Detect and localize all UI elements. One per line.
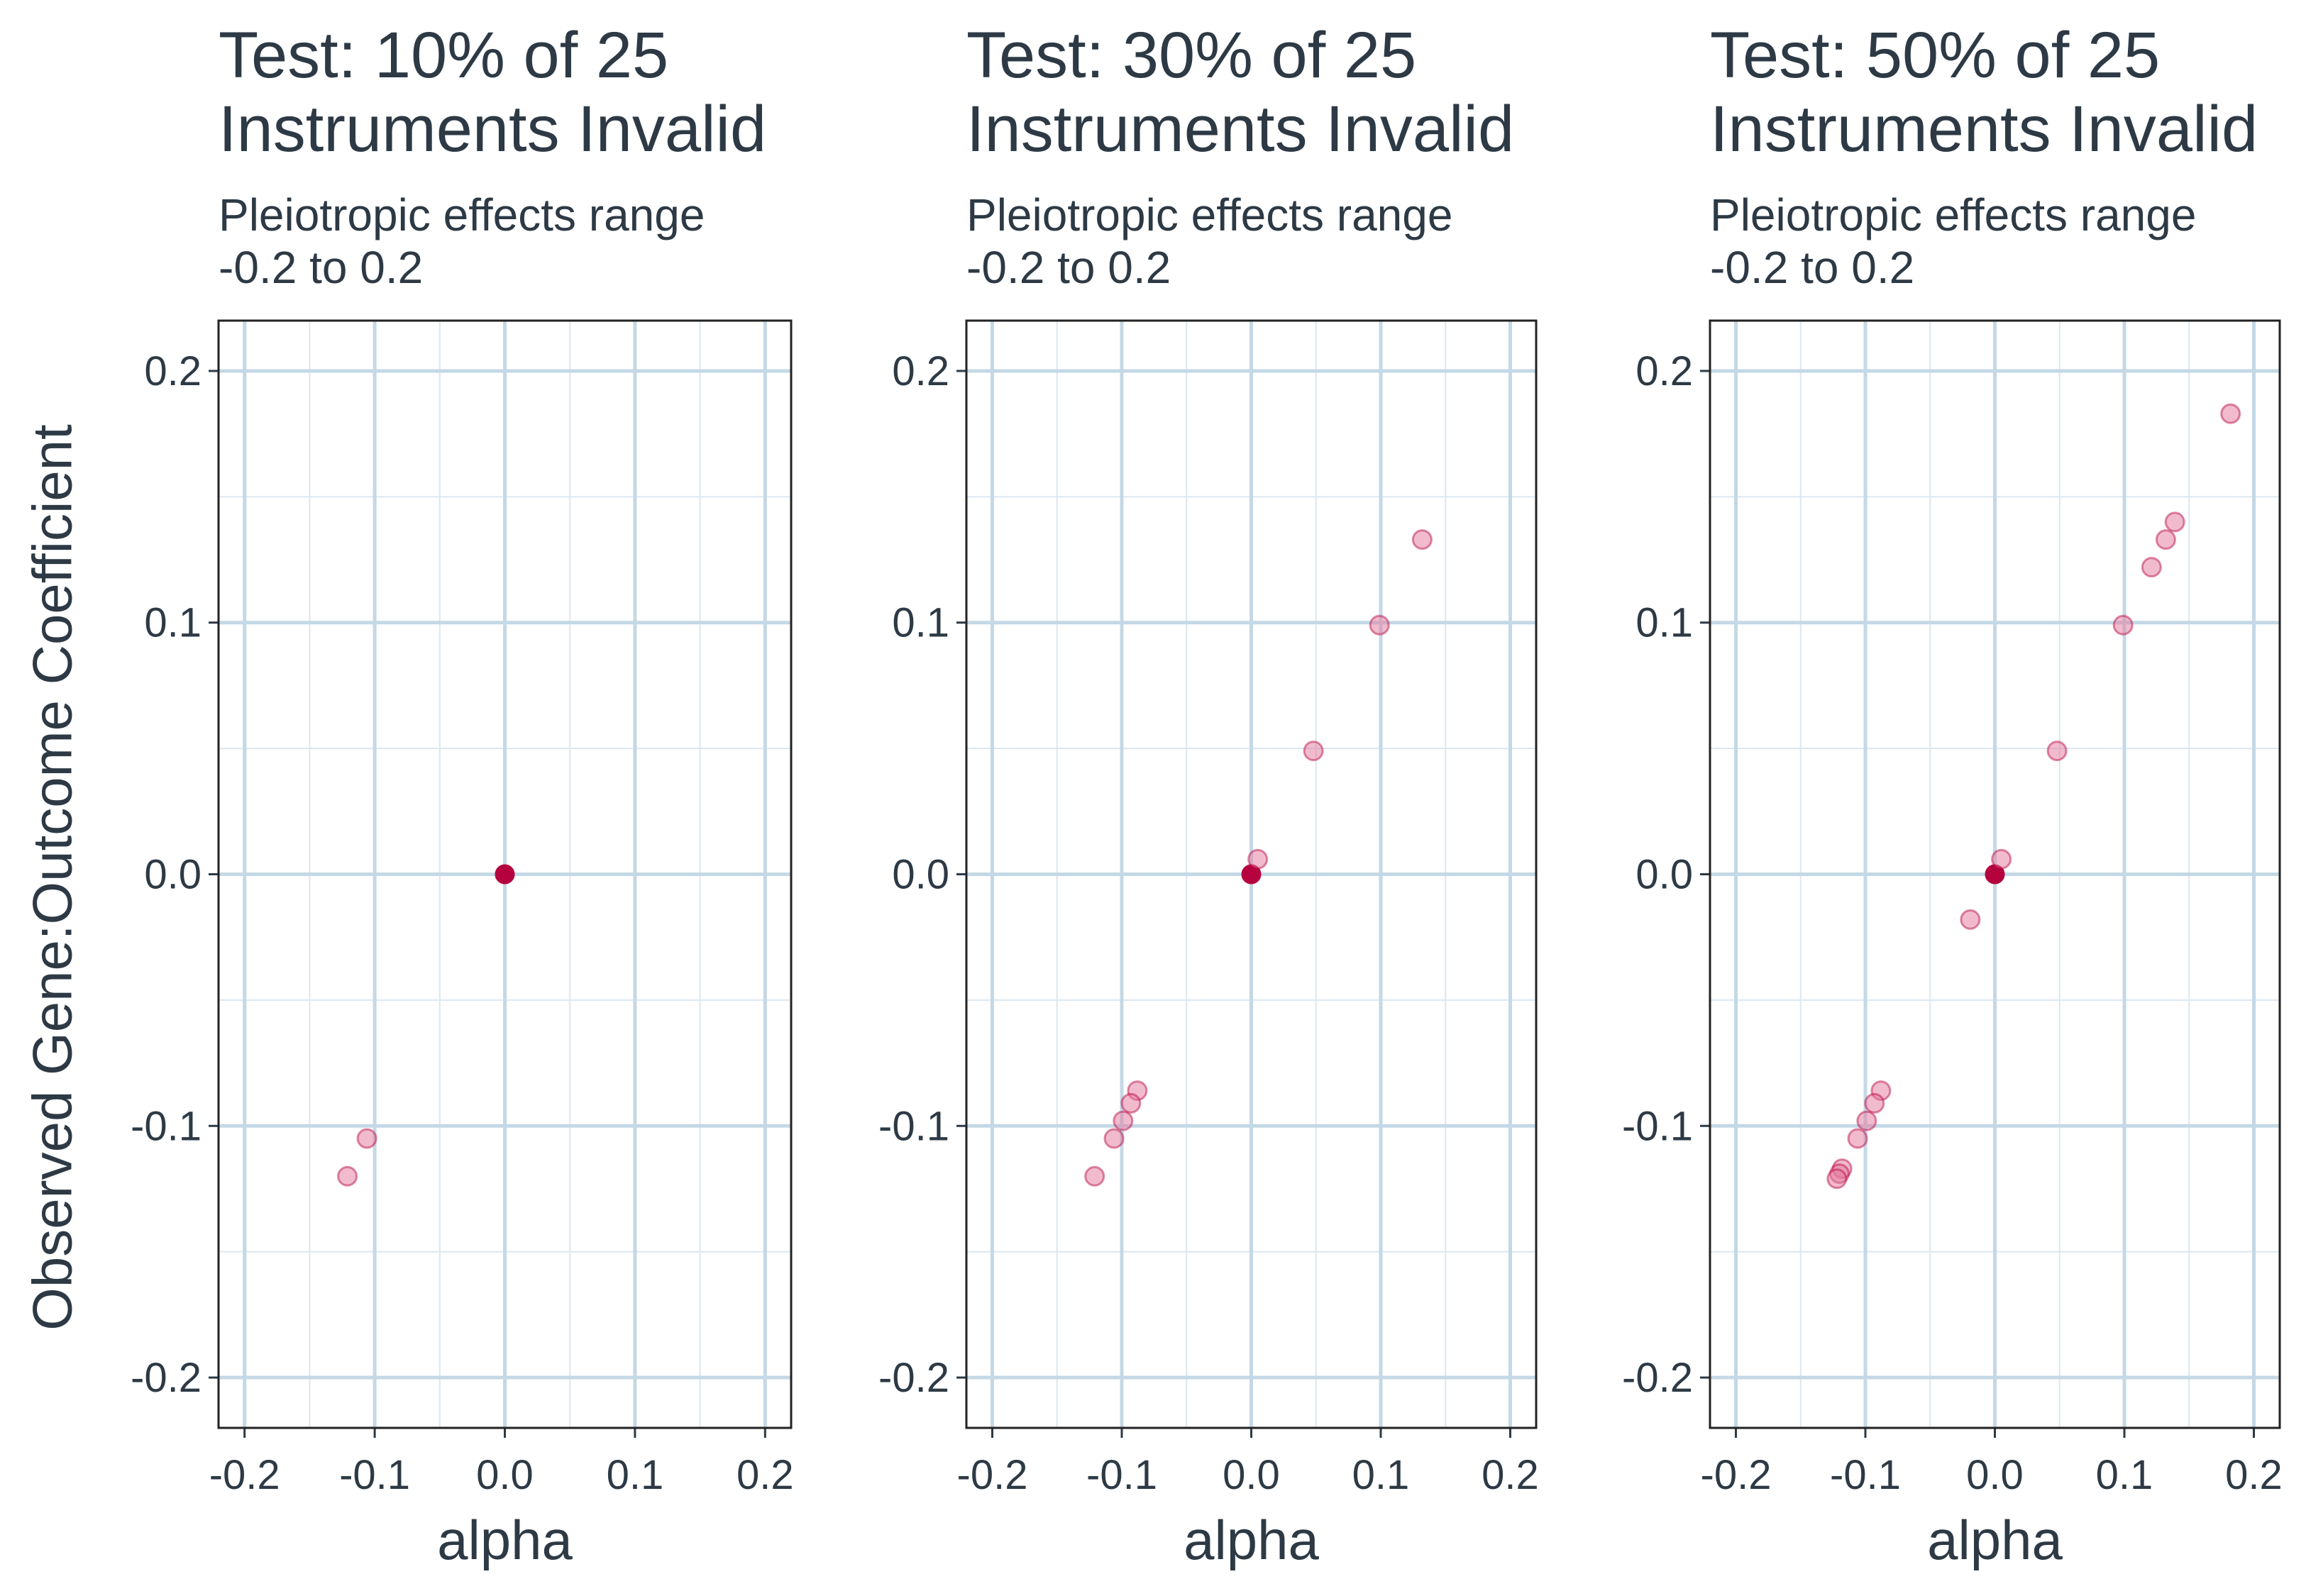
panel-2-y-tick-label-4: -0.2 bbox=[878, 1355, 949, 1401]
panel-1-border bbox=[217, 319, 793, 1429]
panel-3-y-tick-label-4: -0.2 bbox=[1622, 1355, 1693, 1401]
panel-1-point-0 bbox=[495, 864, 515, 885]
panel-1-point-2 bbox=[337, 1165, 358, 1187]
panel-2-point-3 bbox=[1369, 614, 1390, 636]
panel-3-point-11 bbox=[1856, 1110, 1877, 1131]
panel-2-point-9 bbox=[1084, 1165, 1105, 1187]
panel-2-border bbox=[965, 319, 1538, 1429]
panel-2-point-2 bbox=[1303, 741, 1324, 762]
panel-2-x-tick-label-1: -0.1 bbox=[1086, 1452, 1157, 1498]
panel-3-x-tick-label-2: 0.0 bbox=[1966, 1452, 2024, 1498]
panel-1-subtitle: Pleiotropic effects range -0.2 to 0.2 bbox=[219, 189, 705, 293]
panel-3-point-6 bbox=[2155, 529, 2176, 550]
panel-3-y-tick-label-1: 0.1 bbox=[1635, 600, 1693, 646]
panel-3-subtitle: Pleiotropic effects range -0.2 to 0.2 bbox=[1710, 189, 2197, 293]
panel-1-point-1 bbox=[356, 1128, 377, 1149]
panel-3-y-tick-label-0: 0.2 bbox=[1635, 348, 1693, 394]
panel-3-x-axis-label: alpha bbox=[1927, 1509, 2063, 1571]
panel-3-point-5 bbox=[2141, 557, 2162, 578]
panel-3-point-10 bbox=[1864, 1092, 1885, 1114]
panel-3-y-tick-label-3: -0.1 bbox=[1622, 1103, 1693, 1149]
panel-1-x-axis-label: alpha bbox=[437, 1509, 573, 1571]
panel-2-title: Test: 30% of 25 Instruments Invalid bbox=[966, 19, 1515, 165]
panel-2-y-tick-label-3: -0.1 bbox=[878, 1103, 949, 1149]
panel-3-x-tick-label-3: 0.1 bbox=[2096, 1452, 2153, 1498]
panel-3-x-tick-label-4: 0.2 bbox=[2225, 1452, 2283, 1498]
panel-3-point-3 bbox=[2046, 741, 2068, 762]
panel-3-point-12 bbox=[1847, 1128, 1868, 1149]
panel-1-x-tick-label-3: 0.1 bbox=[607, 1452, 664, 1498]
panel-1-y-tick-label-4: -0.2 bbox=[131, 1355, 202, 1401]
panel-1-x-tick-label-0: -0.2 bbox=[209, 1452, 280, 1498]
panel-3-point-1 bbox=[1991, 848, 2012, 870]
panel-1-x-tick-label-4: 0.2 bbox=[737, 1452, 794, 1498]
panel-2-point-4 bbox=[1411, 529, 1433, 550]
panel-2-x-axis-label: alpha bbox=[1184, 1509, 1319, 1571]
panel-3-point-8 bbox=[2220, 403, 2241, 424]
panel-3-point-4 bbox=[2112, 614, 2134, 636]
panel-3-title: Test: 50% of 25 Instruments Invalid bbox=[1710, 19, 2258, 165]
panel-2-point-1 bbox=[1247, 848, 1269, 870]
panel-1-y-tick-label-1: 0.1 bbox=[144, 600, 202, 646]
panel-3-x-tick-label-0: -0.2 bbox=[1701, 1452, 1772, 1498]
panel-2-x-tick-label-0: -0.2 bbox=[957, 1452, 1028, 1498]
panel-3-y-tick-label-2: 0.0 bbox=[1635, 852, 1693, 898]
panel-1-title: Test: 10% of 25 Instruments Invalid bbox=[219, 19, 767, 165]
panel-2-x-tick-label-4: 0.2 bbox=[1482, 1452, 1539, 1498]
panel-1-y-tick-label-0: 0.2 bbox=[144, 348, 202, 394]
panel-2-y-tick-label-1: 0.1 bbox=[892, 600, 949, 646]
panel-2-y-tick-label-0: 0.2 bbox=[892, 348, 949, 394]
panel-1-x-tick-label-1: -0.1 bbox=[339, 1452, 410, 1498]
panel-1-x-tick-label-2: 0.0 bbox=[476, 1452, 534, 1498]
panel-3-point-7 bbox=[2164, 511, 2185, 533]
panel-2-point-8 bbox=[1103, 1128, 1125, 1149]
panel-3-point-15 bbox=[1826, 1168, 1848, 1190]
panel-2-x-tick-label-2: 0.0 bbox=[1223, 1452, 1280, 1498]
panel-2-y-tick-label-2: 0.0 bbox=[892, 852, 949, 898]
panel-3-point-2 bbox=[1960, 909, 1981, 930]
panel-2-x-tick-label-3: 0.1 bbox=[1352, 1452, 1410, 1498]
panel-2-point-7 bbox=[1113, 1110, 1134, 1131]
panel-1-y-tick-label-2: 0.0 bbox=[144, 852, 202, 898]
panel-1-y-tick-label-3: -0.1 bbox=[131, 1103, 202, 1149]
panel-3-x-tick-label-1: -0.1 bbox=[1830, 1452, 1901, 1498]
panel-3-border bbox=[1709, 319, 2281, 1429]
panel-2-subtitle: Pleiotropic effects range -0.2 to 0.2 bbox=[966, 189, 1453, 293]
panel-2-point-6 bbox=[1120, 1092, 1142, 1114]
